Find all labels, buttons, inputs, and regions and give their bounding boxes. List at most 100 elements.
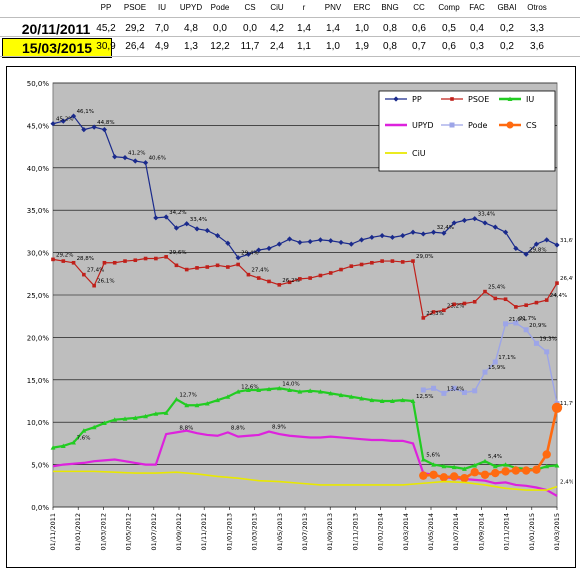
data-label: 40,6% (149, 156, 166, 162)
data-label: 33,4% (190, 217, 207, 223)
table-cell: 0,4 (470, 23, 484, 34)
data-point (256, 276, 261, 280)
data-point (523, 251, 529, 257)
data-point (308, 276, 312, 280)
data-point (286, 236, 293, 242)
chart-frame: 0,0% 5,0% 10,0% 15,0% 20,0% 25,0% 30,0% 35,0% 40… (6, 66, 577, 568)
data-point (184, 402, 190, 408)
data-point (225, 394, 231, 399)
data-point (524, 303, 528, 307)
x-tick-label: 01/07/2014 (452, 513, 460, 550)
data-point (555, 281, 559, 285)
data-point (439, 473, 449, 482)
data-label: 17,1% (498, 355, 515, 361)
x-tick-label: 01/09/2013 (326, 513, 334, 550)
data-label: 21,7% (519, 316, 536, 322)
data-point (523, 327, 529, 333)
table-cell: 1,3 (184, 41, 198, 52)
data-point (532, 465, 541, 474)
data-label: 15,9% (488, 365, 505, 371)
data-label: 12,5% (416, 394, 433, 400)
table-cell: 0,0 (243, 23, 257, 34)
data-point (194, 402, 200, 408)
table-header-ciu: CiU (270, 3, 284, 12)
data-point (393, 96, 399, 102)
data-point (266, 245, 272, 251)
y-tick-label: 10,0% (27, 419, 50, 427)
data-point (338, 239, 344, 246)
data-point (470, 468, 479, 477)
table-cell: 12,2 (210, 41, 230, 52)
data-label: 29,2% (56, 252, 73, 258)
data-point (71, 260, 76, 265)
data-point (421, 316, 426, 320)
data-label: 29,0% (416, 254, 433, 260)
data-label: 26,1% (97, 279, 114, 285)
data-point (461, 217, 468, 223)
data-point (112, 417, 118, 422)
data-point (339, 267, 343, 272)
data-point (287, 387, 292, 392)
x-tick-label: 01/05/2014 (427, 513, 435, 550)
data-point (307, 388, 313, 393)
x-tick-label: 01/09/2014 (477, 513, 485, 550)
table-header-pp: PP (100, 3, 112, 12)
legend-label: CiU (412, 149, 426, 158)
table-rule (0, 56, 580, 57)
data-point (482, 369, 488, 375)
data-point (502, 229, 509, 235)
data-point (521, 466, 531, 475)
data-point (92, 283, 96, 288)
data-point (503, 321, 509, 327)
data-point (81, 127, 87, 133)
table-header-pode: Pode (210, 3, 230, 12)
data-label: 19,3% (539, 336, 556, 342)
results-table: PP PSOE IU UPYD Pode CS CiU r PNV ERC BNG CC Comp FAC… (0, 0, 580, 58)
table-cell: 11,7 (240, 41, 260, 52)
data-label: 20,9% (529, 323, 546, 329)
table-header-r: r (302, 3, 306, 12)
legend-label: IU (526, 95, 534, 104)
series-line-upyd (52, 429, 558, 497)
table-header-iu: IU (158, 3, 166, 12)
data-point (492, 359, 498, 365)
data-point (420, 457, 426, 462)
data-point (400, 260, 405, 264)
data-point (246, 387, 251, 392)
data-point (400, 397, 406, 403)
data-point (267, 279, 271, 284)
data-point (163, 410, 169, 415)
data-point (411, 259, 415, 263)
y-tick-label: 35,0% (27, 207, 50, 215)
data-point (163, 214, 169, 220)
data-label: 8,9% (272, 425, 286, 431)
data-point (142, 160, 149, 166)
data-point (112, 260, 117, 265)
data-label: 5,6% (426, 453, 440, 459)
table-cell: 0,0 (213, 23, 227, 34)
x-tick-label: 01/09/2012 (175, 513, 183, 550)
data-point (462, 301, 467, 306)
data-point (133, 258, 138, 263)
data-point (174, 396, 179, 402)
data-point (277, 283, 282, 287)
data-point (214, 233, 221, 239)
data-point (112, 154, 118, 160)
data-point (236, 262, 240, 267)
data-label: 12,7% (179, 392, 196, 398)
data-point (215, 263, 220, 268)
data-point (359, 262, 364, 267)
data-label: 5,4% (488, 454, 502, 460)
data-point (349, 264, 354, 268)
data-point (451, 220, 457, 226)
data-label: 2,4% (560, 480, 573, 486)
data-point (81, 428, 87, 433)
data-point (153, 215, 159, 221)
y-tick-label: 45,0% (27, 122, 50, 130)
data-label: 21,6% (509, 317, 526, 323)
data-point (400, 233, 406, 239)
data-label: 41,2% (128, 151, 145, 157)
data-point (544, 349, 550, 355)
data-point (256, 247, 262, 253)
data-point (359, 396, 364, 401)
